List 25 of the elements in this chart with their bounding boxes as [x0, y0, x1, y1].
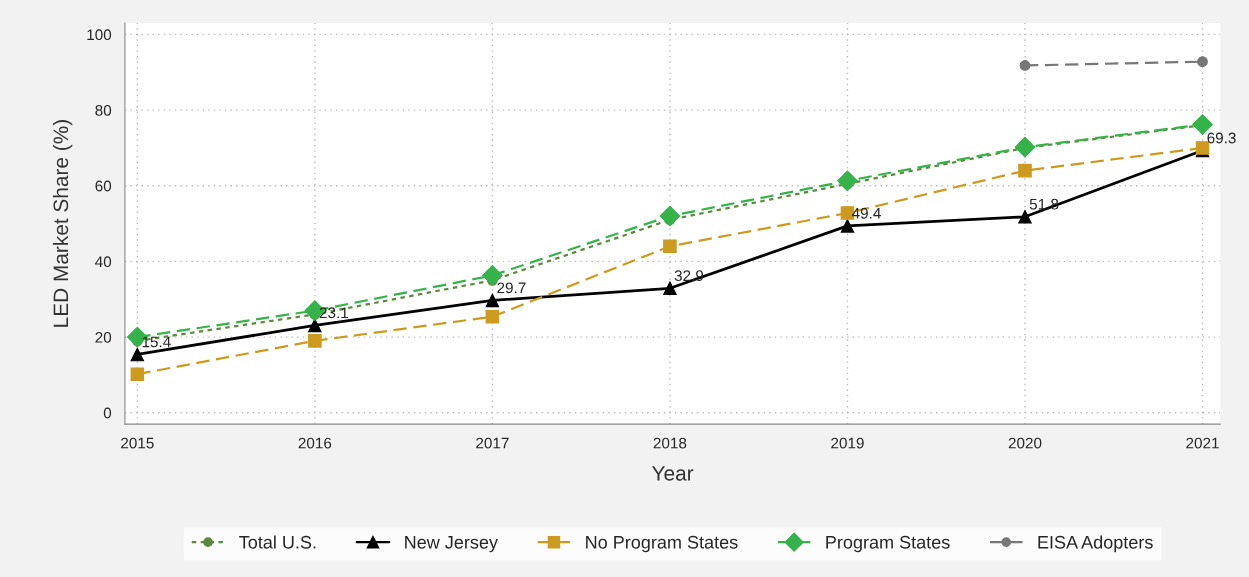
data-label: 69.3 — [1207, 132, 1236, 144]
x-tick-label: 2021 — [1186, 437, 1219, 449]
y-tick-label: 20 — [95, 331, 112, 343]
y-tick-label: 40 — [95, 256, 112, 268]
x-tick-label: 2018 — [653, 437, 687, 449]
y-tick-label: 100 — [87, 29, 112, 41]
y-tick-label: 0 — [103, 407, 112, 419]
data-label: 29.7 — [497, 282, 526, 294]
legend-label: Program States — [826, 535, 950, 553]
legend-label: New Jersey — [405, 536, 498, 553]
y-tick-label: 80 — [95, 104, 112, 116]
x-tick-label: 2019 — [831, 437, 864, 449]
y-tick-label: 60 — [95, 180, 112, 192]
legend-label: No Program States — [586, 535, 738, 553]
legend-label: Total U.S. — [239, 535, 316, 549]
y-axis-title: LED Market Share (%) — [52, 120, 73, 327]
data-label: 15.4 — [142, 336, 171, 348]
x-axis-title: Year — [651, 466, 694, 481]
x-tick-label: 2015 — [121, 437, 154, 449]
data-label: 32.9 — [674, 270, 704, 282]
x-tick-label: 2016 — [298, 437, 332, 449]
legend-label: EISA Adopters — [1038, 535, 1153, 553]
data-label: 51.8 — [1029, 198, 1059, 210]
x-tick-label: 2017 — [476, 437, 509, 449]
x-tick-label: 2020 — [1008, 437, 1042, 449]
